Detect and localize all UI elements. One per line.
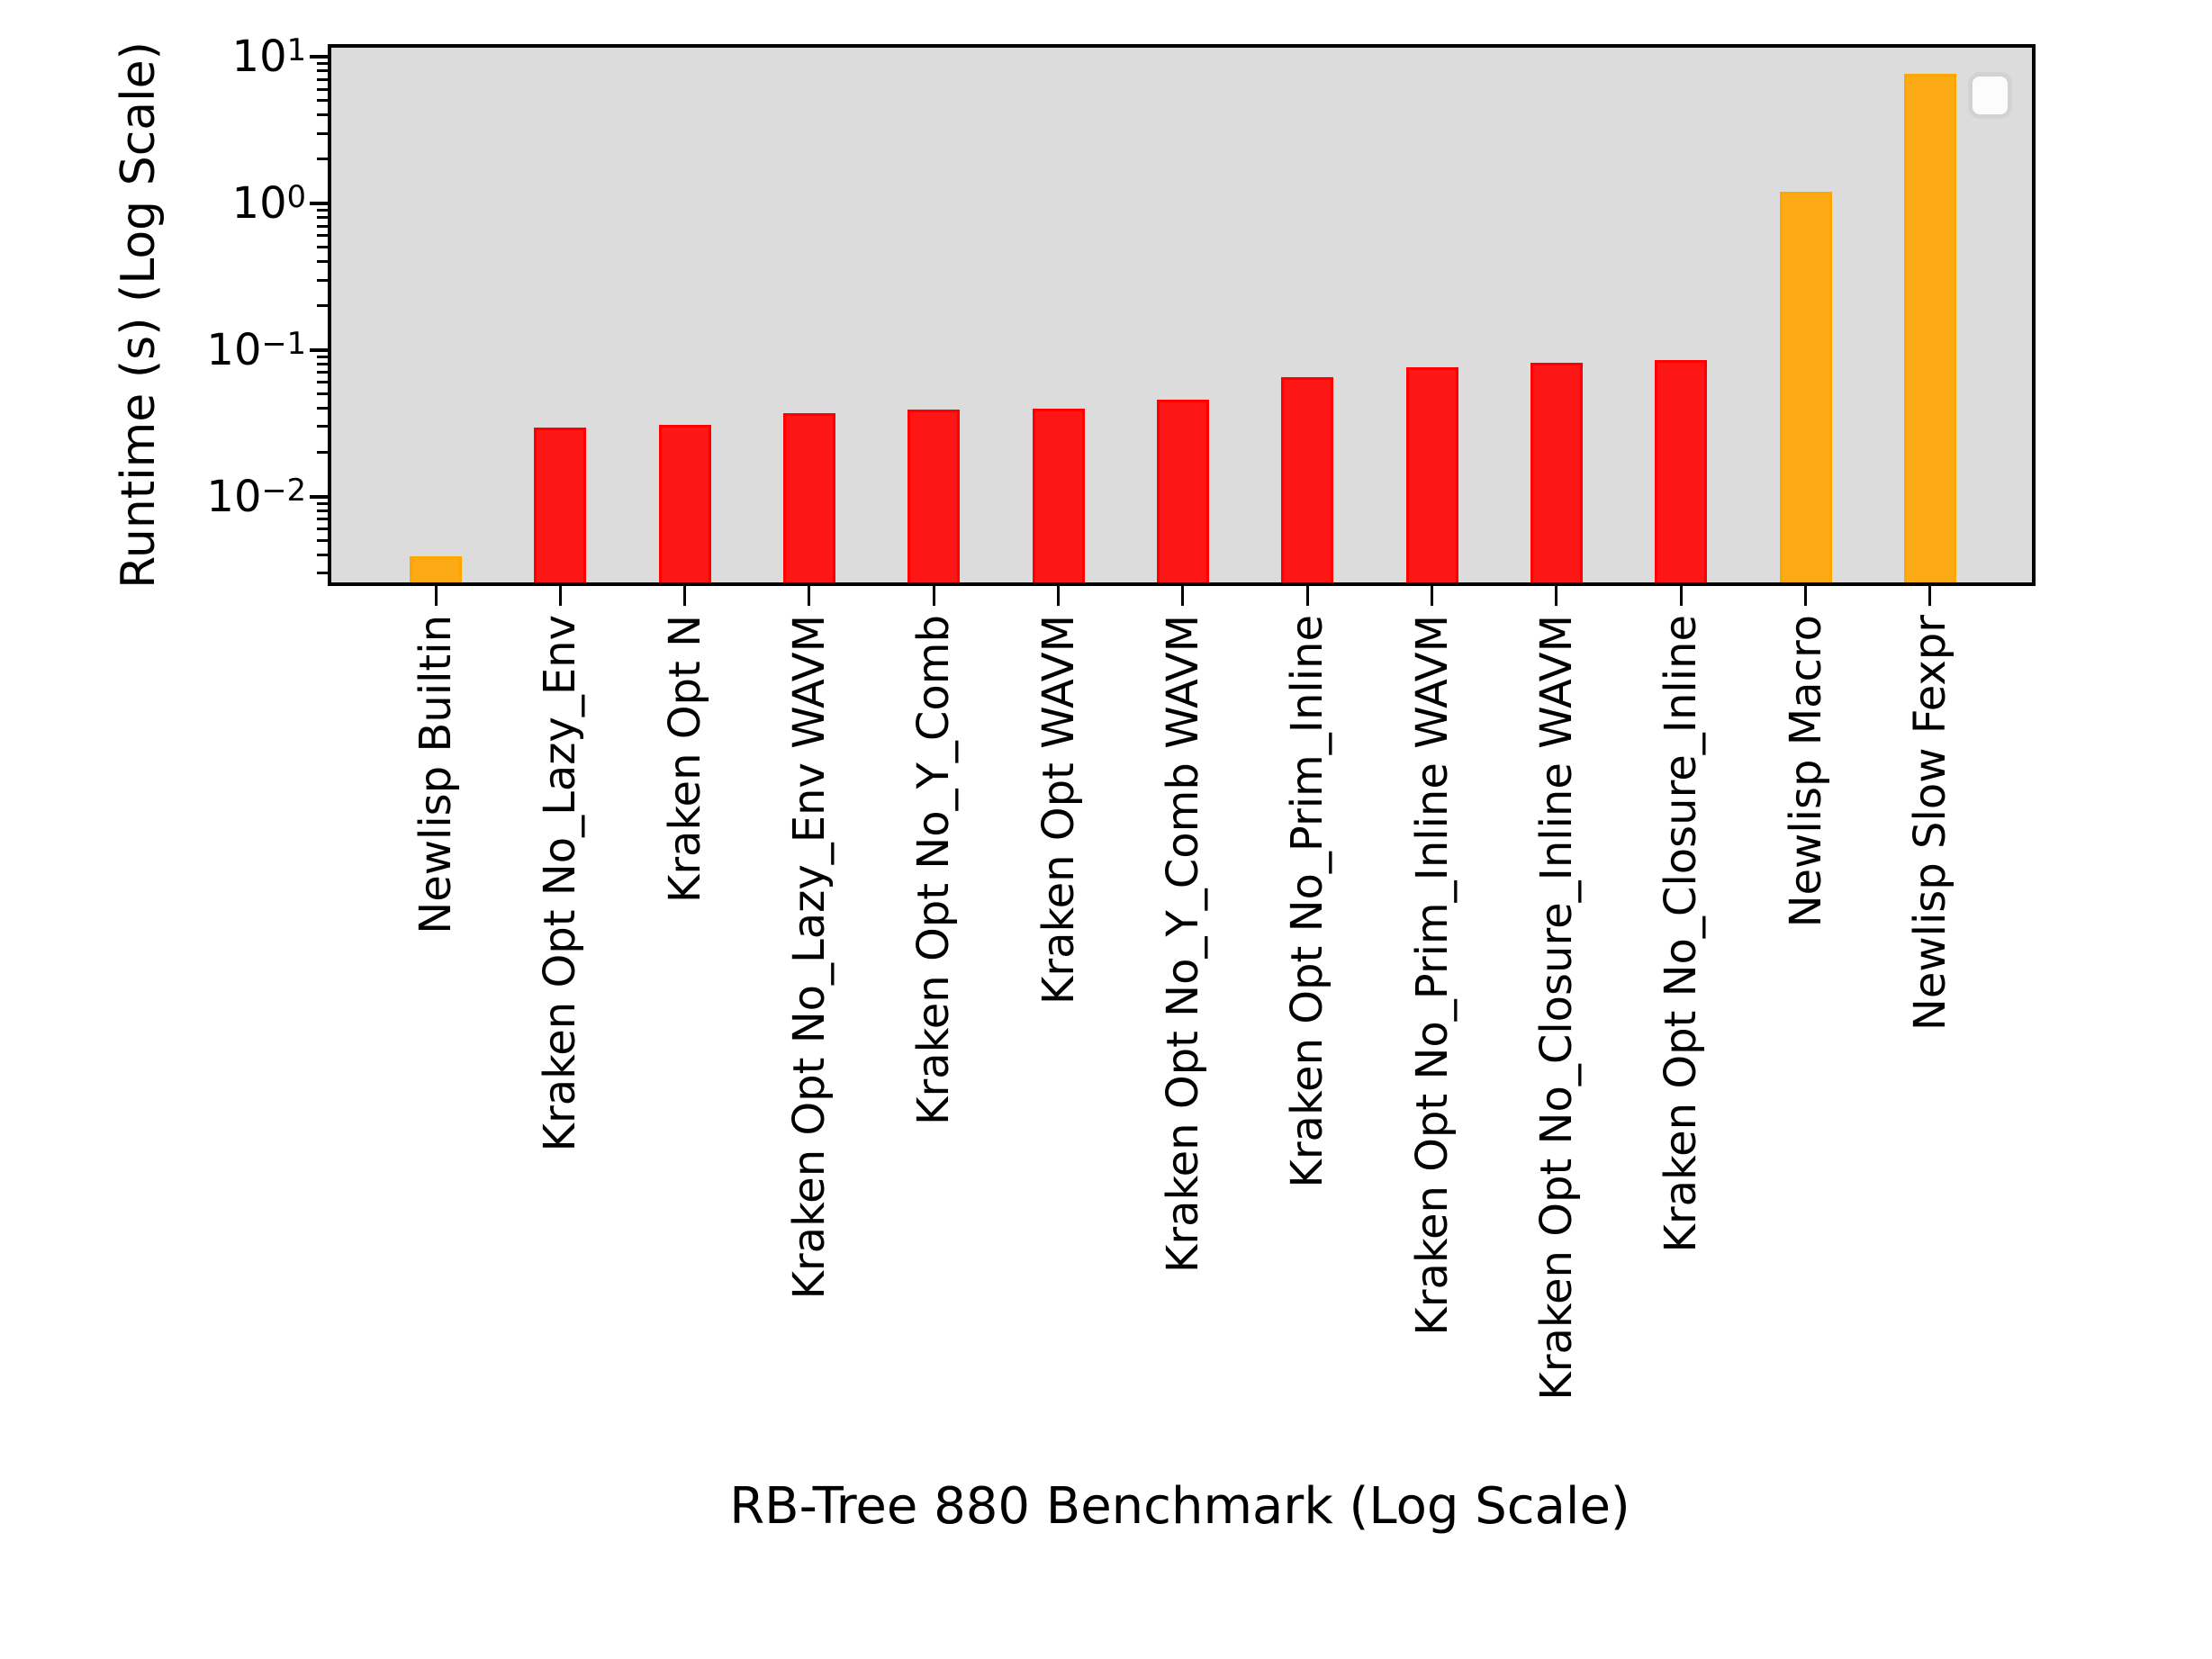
x-tick — [808, 586, 811, 606]
category-label-text: Kraken Opt No_Y_Comb — [908, 615, 960, 1125]
y-minor-tick — [317, 216, 328, 220]
y-minor-tick — [317, 61, 328, 65]
y-minor-tick — [317, 99, 328, 103]
category-label-text: Kraken Opt No_Lazy_Env — [535, 615, 586, 1152]
category-label-text: Newlisp Slow Fexpr — [1904, 615, 1955, 1032]
bar — [782, 413, 835, 582]
category-label-text: Kraken Opt No_Prim_Inline WAVM — [1406, 615, 1458, 1336]
y-minor-tick — [317, 451, 328, 455]
y-minor-tick — [317, 260, 328, 264]
bar — [907, 410, 961, 582]
x-tick — [1305, 586, 1309, 606]
y-minor-tick — [317, 392, 328, 396]
y-minor-tick — [317, 381, 328, 384]
category-label-text: Kraken Opt N — [659, 615, 710, 904]
y-minor-tick — [317, 278, 328, 282]
y-minor-tick — [317, 527, 328, 531]
x-tick — [932, 586, 935, 606]
y-minor-tick — [317, 113, 328, 117]
y-minor-tick — [317, 158, 328, 161]
bar — [1530, 362, 1583, 582]
bar — [1156, 399, 1209, 582]
y-minor-tick — [317, 224, 328, 228]
bar — [1281, 377, 1334, 582]
bar — [1655, 360, 1708, 582]
y-minor-tick — [317, 407, 328, 410]
y-minor-tick — [317, 425, 328, 428]
x-tick — [683, 586, 687, 606]
y-minor-tick — [317, 246, 328, 249]
y-minor-tick — [317, 501, 328, 505]
category-label-text: Kraken Opt WAVM — [1033, 615, 1084, 1005]
y-tick-label: 100 — [231, 177, 306, 229]
y-minor-tick — [317, 355, 328, 358]
category-label-text: Kraken Opt No_Closure_Inline WAVM — [1530, 615, 1582, 1401]
y-tick-label: 101 — [231, 31, 306, 82]
category-label-text: Newlisp Builtin — [411, 615, 461, 934]
x-tick — [1928, 586, 1932, 606]
x-tick — [1431, 586, 1434, 606]
bar — [1779, 191, 1832, 582]
x-tick — [1555, 586, 1558, 606]
bar — [410, 556, 462, 582]
category-label-text: Kraken Opt No_Lazy_Env WAVM — [783, 615, 835, 1300]
y-minor-tick — [317, 69, 328, 73]
category-label-text: Kraken Opt No_Closure_Inline — [1656, 615, 1707, 1253]
x-tick — [1679, 586, 1683, 606]
y-tick-label: 10−1 — [206, 324, 306, 375]
legend-box — [1970, 74, 2010, 117]
y-minor-tick — [317, 572, 328, 575]
category-label-text: Kraken Opt No_Prim_Inline — [1282, 615, 1333, 1188]
y-major-tick — [310, 54, 328, 59]
bar — [1405, 367, 1458, 582]
bar — [534, 427, 587, 582]
x-tick — [1057, 586, 1061, 606]
y-minor-tick — [317, 304, 328, 308]
y-minor-tick — [317, 131, 328, 135]
y-minor-tick — [317, 509, 328, 512]
x-tick — [1804, 586, 1808, 606]
category-label-text: Newlisp Macro — [1780, 615, 1831, 928]
x-tick — [1181, 586, 1185, 606]
y-minor-tick — [317, 208, 328, 212]
y-major-tick — [310, 347, 328, 352]
x-tick — [558, 586, 562, 606]
category-label-text: Kraken Opt No_Y_Comb WAVM — [1157, 615, 1208, 1274]
y-minor-tick — [317, 77, 328, 81]
y-minor-tick — [317, 371, 328, 374]
y-tick-label: 10−2 — [206, 471, 306, 522]
y-minor-tick — [317, 554, 328, 557]
bar — [1903, 74, 1956, 582]
y-major-tick — [310, 494, 328, 499]
y-minor-tick — [317, 518, 328, 521]
x-axis-label: RB-Tree 880 Benchmark (Log Scale) — [729, 1477, 1630, 1536]
x-tick — [434, 586, 438, 606]
y-minor-tick — [317, 234, 328, 238]
y-minor-tick — [317, 539, 328, 543]
bar — [658, 424, 711, 582]
y-major-tick — [310, 201, 328, 205]
y-minor-tick — [317, 363, 328, 366]
y-minor-tick — [317, 87, 328, 91]
bar — [1032, 408, 1085, 582]
